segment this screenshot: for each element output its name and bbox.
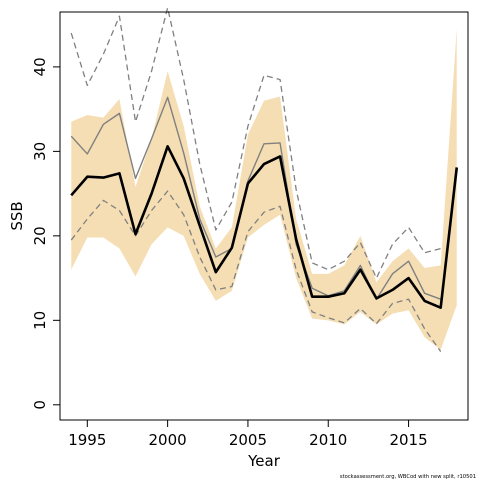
y-tick-label: 0 [31, 400, 49, 410]
x-tick-label: 2015 [389, 431, 427, 449]
y-axis: 0 10 20 30 40 [31, 57, 60, 410]
footnote-text: stockassessment.org, WBCod with new spli… [340, 474, 476, 480]
y-tick-label: 40 [31, 57, 49, 76]
x-tick-label: 2000 [149, 431, 187, 449]
x-tick-label: 2010 [309, 431, 347, 449]
x-axis-title: Year [247, 452, 281, 470]
y-tick-label: 30 [31, 142, 49, 161]
y-tick-label: 10 [31, 311, 49, 330]
upper-dashed-line [70, 7, 441, 279]
x-axis: 1995 2000 2005 2010 2015 [68, 420, 428, 449]
grey-estimate-line [70, 96, 441, 300]
x-tick-label: 2005 [229, 431, 267, 449]
y-tick-label: 20 [31, 226, 49, 245]
plot-area [70, 7, 459, 352]
ssb-estimate-line [70, 145, 459, 309]
plot-frame [59, 11, 469, 421]
lower-dashed-line [70, 190, 442, 352]
y-axis-title: SSB [8, 201, 26, 230]
x-tick-label: 1995 [68, 431, 106, 449]
